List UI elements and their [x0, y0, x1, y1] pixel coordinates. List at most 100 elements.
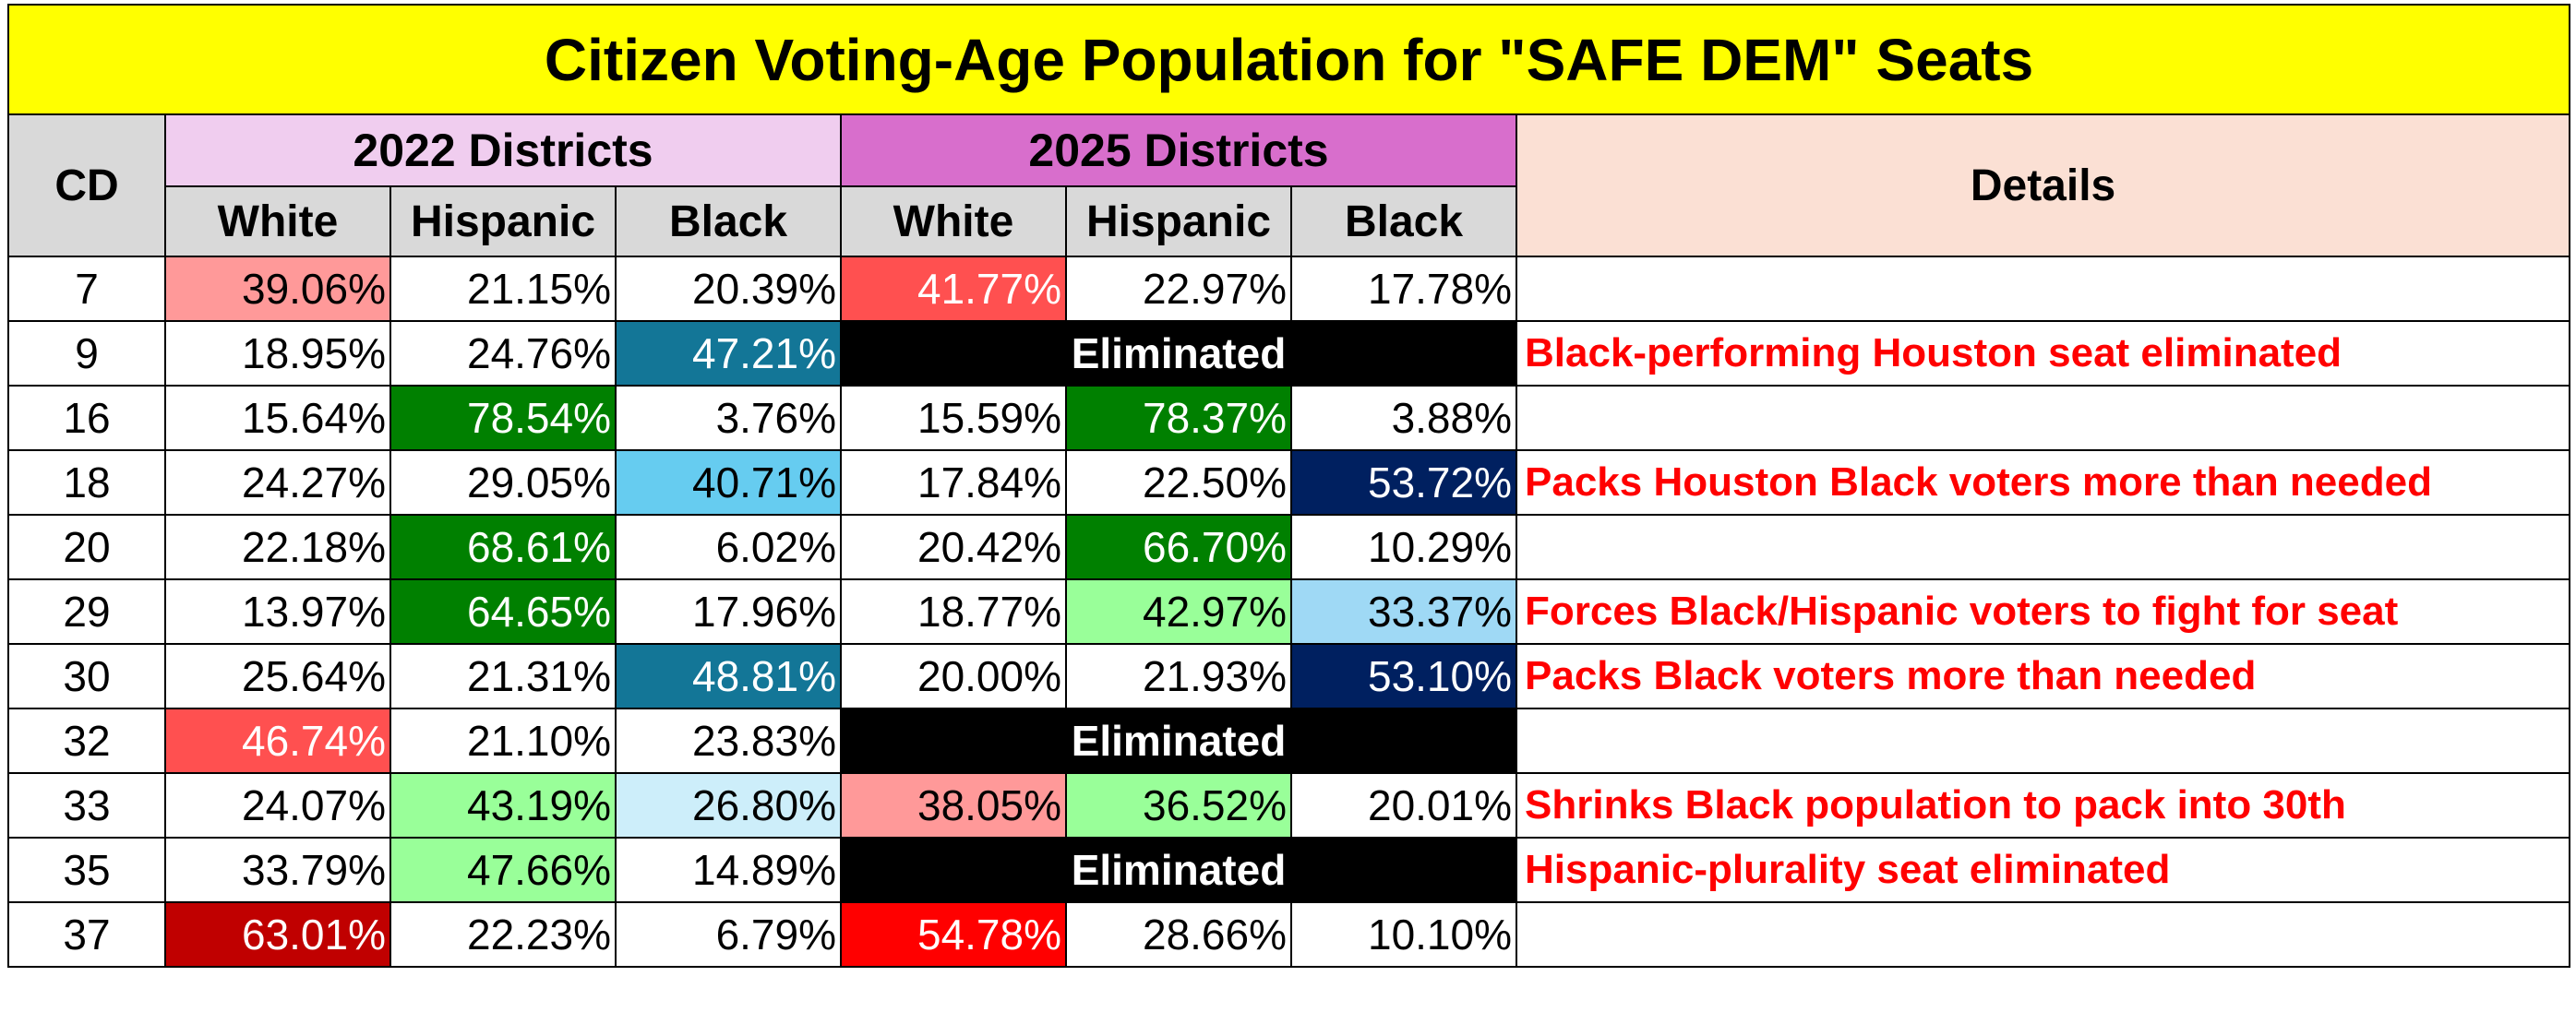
details-cell: Black-performing Houston seat eliminated [1515, 320, 2571, 387]
details-cell [1515, 708, 2571, 774]
white-2022-cell: 22.18% [164, 514, 391, 580]
hispanic-2022-cell: 21.15% [389, 256, 617, 322]
cd-cell: 16 [7, 385, 166, 451]
black-2022-header: Black [615, 185, 842, 257]
white-2025-cell: 17.84% [840, 449, 1067, 516]
cd-cell: 29 [7, 578, 166, 645]
black-2025-cell: 10.10% [1290, 901, 1517, 968]
cd-cell: 33 [7, 772, 166, 839]
hispanic-2025-cell: 21.93% [1065, 643, 1292, 709]
table-row: 16 15.64% 78.54% 3.76% 15.59% 78.37% 3.88% [7, 385, 2571, 451]
details-cell: Packs Black voters more than needed [1515, 643, 2571, 709]
details-cell: Packs Houston Black voters more than nee… [1515, 449, 2571, 516]
hispanic-2022-cell: 78.54% [389, 385, 617, 451]
cd-cell: 20 [7, 514, 166, 580]
table-row: 33 24.07% 43.19% 26.80% 38.05% 36.52% 20.01% Sh… [7, 772, 2571, 839]
cd-cell: 9 [7, 320, 166, 387]
hispanic-2025-cell: 36.52% [1065, 772, 1292, 839]
white-2022-cell: 25.64% [164, 643, 391, 709]
white-2022-cell: 63.01% [164, 901, 391, 968]
hispanic-2025-cell: 22.97% [1065, 256, 1292, 322]
black-2022-cell: 6.02% [615, 514, 842, 580]
hispanic-2022-cell: 43.19% [389, 772, 617, 839]
details-cell [1515, 385, 2571, 451]
white-2022-cell: 46.74% [164, 708, 391, 774]
black-2022-cell: 48.81% [615, 643, 842, 709]
hispanic-2022-cell: 24.76% [389, 320, 617, 387]
black-2025-cell: 33.37% [1290, 578, 1517, 645]
hispanic-2025-cell: 42.97% [1065, 578, 1292, 645]
black-2025-cell: 53.10% [1290, 643, 1517, 709]
cd-cell: 18 [7, 449, 166, 516]
white-2022-header: White [164, 185, 391, 257]
table-row: 37 63.01% 22.23% 6.79% 54.78% 28.66% 10.10% [7, 901, 2571, 968]
hispanic-2025-cell: 28.66% [1065, 901, 1292, 968]
white-2025-cell: 54.78% [840, 901, 1067, 968]
hispanic-2022-cell: 29.05% [389, 449, 617, 516]
hispanic-2022-cell: 21.31% [389, 643, 617, 709]
details-cell: Shrinks Black population to pack into 30… [1515, 772, 2571, 839]
details-cell: Forces Black/Hispanic voters to fight fo… [1515, 578, 2571, 645]
cd-header: CD [7, 113, 166, 257]
cd-cell: 7 [7, 256, 166, 322]
white-2025-cell: 15.59% [840, 385, 1067, 451]
hispanic-2022-cell: 21.10% [389, 708, 617, 774]
table-body: 7 39.06% 21.15% 20.39% 41.77% 22.97% 17.78% 9 18… [7, 256, 2571, 968]
table-row: 29 13.97% 64.65% 17.96% 18.77% 42.97% 33.37% Fo… [7, 578, 2571, 645]
details-cell [1515, 514, 2571, 580]
white-2025-cell: 20.00% [840, 643, 1067, 709]
black-2025-cell: 20.01% [1290, 772, 1517, 839]
hispanic-2022-header: Hispanic [389, 185, 617, 257]
black-2022-cell: 40.71% [615, 449, 842, 516]
details-cell: Hispanic-plurality seat eliminated [1515, 837, 2571, 903]
table-row: 35 33.79% 47.66% 14.89% Eliminated Hispanic-p… [7, 837, 2571, 903]
table-row: 20 22.18% 68.61% 6.02% 20.42% 66.70% 10.29% [7, 514, 2571, 580]
table-row: 7 39.06% 21.15% 20.39% 41.77% 22.97% 17.78% [7, 256, 2571, 322]
cd-cell: 32 [7, 708, 166, 774]
black-2025-cell: 10.29% [1290, 514, 1517, 580]
hispanic-2025-cell: 66.70% [1065, 514, 1292, 580]
hispanic-2025-cell: 22.50% [1065, 449, 1292, 516]
table-container: Citizen Voting-Age Population for "SAFE … [6, 4, 2571, 994]
white-2022-cell: 33.79% [164, 837, 391, 903]
black-2022-cell: 47.21% [615, 320, 842, 387]
white-2022-cell: 24.27% [164, 449, 391, 516]
eliminated-cell: Eliminated [840, 320, 1517, 387]
white-2025-cell: 38.05% [840, 772, 1067, 839]
hispanic-2025-cell: 78.37% [1065, 385, 1292, 451]
table-title: Citizen Voting-Age Population for "SAFE … [6, 4, 2571, 115]
black-2025-header: Black [1290, 185, 1517, 257]
black-2025-cell: 3.88% [1290, 385, 1517, 451]
white-2022-cell: 24.07% [164, 772, 391, 839]
black-2022-cell: 23.83% [615, 708, 842, 774]
hispanic-2022-cell: 47.66% [389, 837, 617, 903]
black-2022-cell: 6.79% [615, 901, 842, 968]
details-header: Details [1515, 113, 2571, 257]
hispanic-2022-cell: 68.61% [389, 514, 617, 580]
black-2025-cell: 17.78% [1290, 256, 1517, 322]
black-2022-cell: 20.39% [615, 256, 842, 322]
cvap-table: Citizen Voting-Age Population for "SAFE … [6, 4, 2571, 968]
cd-cell: 35 [7, 837, 166, 903]
hispanic-2022-cell: 64.65% [389, 578, 617, 645]
table-row: 9 18.95% 24.76% 47.21% Eliminated Black-perfo… [7, 320, 2571, 387]
white-2022-cell: 15.64% [164, 385, 391, 451]
black-2022-cell: 17.96% [615, 578, 842, 645]
black-2025-cell: 53.72% [1290, 449, 1517, 516]
group-header-2025: 2025 Districts [840, 113, 1517, 187]
cd-cell: 30 [7, 643, 166, 709]
details-cell [1515, 256, 2571, 322]
white-2022-cell: 13.97% [164, 578, 391, 645]
black-2022-cell: 14.89% [615, 837, 842, 903]
hispanic-2022-cell: 22.23% [389, 901, 617, 968]
table-row: 30 25.64% 21.31% 48.81% 20.00% 21.93% 53.10% Pa… [7, 643, 2571, 709]
white-2022-cell: 18.95% [164, 320, 391, 387]
cd-cell: 37 [7, 901, 166, 968]
white-2025-header: White [840, 185, 1067, 257]
black-2022-cell: 26.80% [615, 772, 842, 839]
white-2025-cell: 41.77% [840, 256, 1067, 322]
eliminated-cell: Eliminated [840, 708, 1517, 774]
group-header-2022: 2022 Districts [164, 113, 842, 187]
table-row: 32 46.74% 21.10% 23.83% Eliminated [7, 708, 2571, 774]
eliminated-cell: Eliminated [840, 837, 1517, 903]
